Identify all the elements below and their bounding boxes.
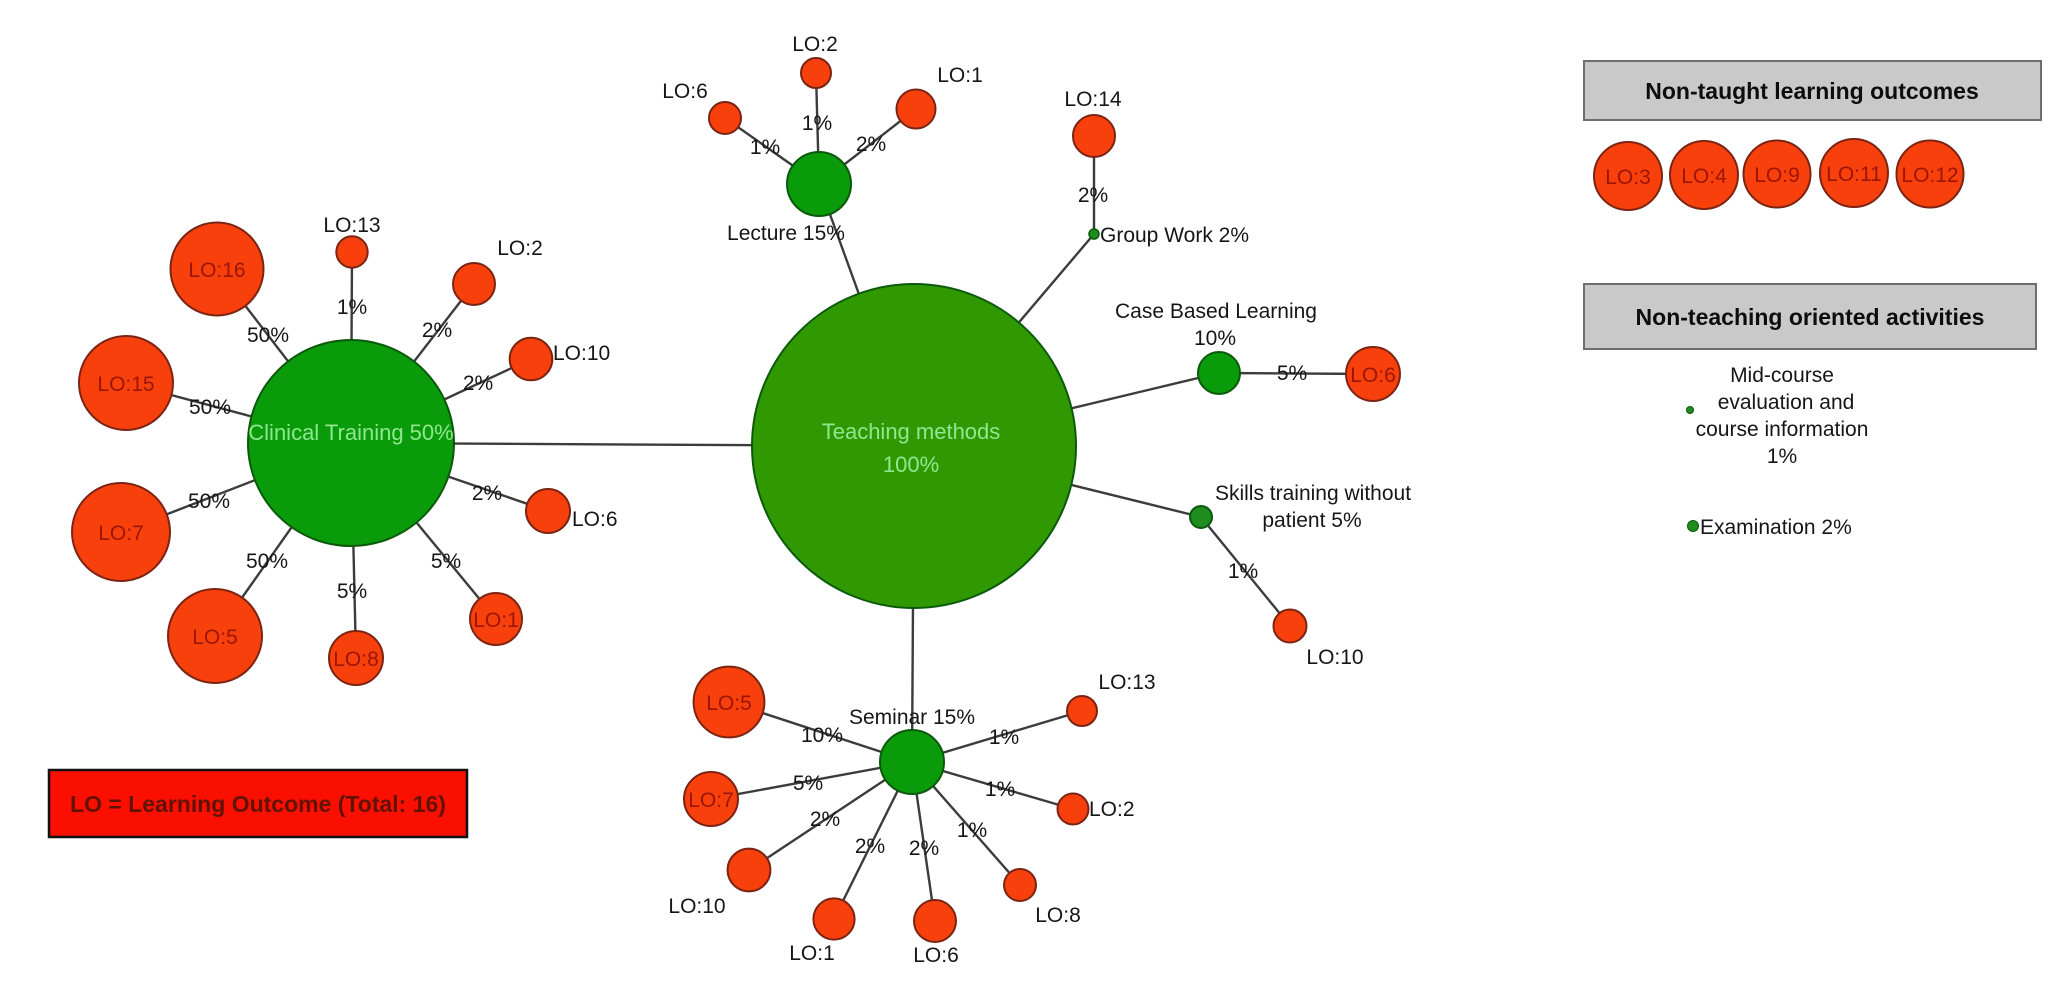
svg-text:LO:5: LO:5 bbox=[706, 692, 752, 715]
svg-text:LO:6: LO:6 bbox=[572, 508, 618, 531]
svg-text:Non-teaching oriented activiti: Non-teaching oriented activities bbox=[1636, 304, 1985, 330]
svg-text:Clinical Training 50%: Clinical Training 50% bbox=[248, 420, 453, 445]
svg-text:1%: 1% bbox=[985, 778, 1015, 801]
svg-text:1%: 1% bbox=[989, 726, 1019, 749]
svg-text:LO:5: LO:5 bbox=[192, 626, 238, 649]
svg-text:10%: 10% bbox=[801, 724, 843, 747]
svg-text:LO:1: LO:1 bbox=[473, 609, 519, 632]
svg-text:Non-taught learning outcomes: Non-taught learning outcomes bbox=[1645, 78, 1979, 104]
svg-text:1%: 1% bbox=[1767, 445, 1797, 468]
svg-text:2%: 2% bbox=[422, 319, 452, 342]
svg-text:LO:2: LO:2 bbox=[1089, 798, 1135, 821]
svg-text:50%: 50% bbox=[189, 396, 231, 419]
svg-text:LO:1: LO:1 bbox=[789, 942, 835, 965]
svg-text:LO:8: LO:8 bbox=[333, 648, 379, 671]
svg-text:1%: 1% bbox=[957, 819, 987, 842]
svg-text:Mid-course: Mid-course bbox=[1730, 364, 1834, 387]
svg-text:LO:8: LO:8 bbox=[1035, 904, 1081, 927]
svg-text:LO:3: LO:3 bbox=[1605, 166, 1651, 189]
svg-text:50%: 50% bbox=[246, 550, 288, 573]
svg-text:evaluation and: evaluation and bbox=[1718, 391, 1855, 414]
svg-text:LO:11: LO:11 bbox=[1826, 163, 1882, 186]
svg-text:1%: 1% bbox=[750, 136, 780, 159]
svg-text:LO:4: LO:4 bbox=[1681, 165, 1727, 188]
svg-text:Examination 2%: Examination 2% bbox=[1700, 516, 1852, 539]
svg-text:1%: 1% bbox=[802, 112, 832, 135]
svg-text:LO:7: LO:7 bbox=[688, 789, 734, 812]
svg-text:LO:6: LO:6 bbox=[913, 944, 959, 967]
svg-text:Case Based Learning: Case Based Learning bbox=[1115, 300, 1317, 323]
svg-text:100%: 100% bbox=[883, 452, 939, 477]
svg-text:LO:14: LO:14 bbox=[1064, 88, 1122, 111]
svg-text:patient 5%: patient 5% bbox=[1262, 509, 1361, 532]
svg-text:Skills training without: Skills training without bbox=[1215, 482, 1411, 505]
svg-text:5%: 5% bbox=[431, 550, 461, 573]
svg-text:1%: 1% bbox=[1228, 560, 1258, 583]
svg-text:5%: 5% bbox=[793, 772, 823, 795]
svg-text:1%: 1% bbox=[337, 296, 367, 319]
svg-text:LO:10: LO:10 bbox=[668, 895, 725, 918]
svg-text:Lecture 15%: Lecture 15% bbox=[727, 222, 845, 245]
svg-text:LO = Learning Outcome (Total:: LO = Learning Outcome (Total: 16) bbox=[70, 791, 446, 817]
svg-text:LO:2: LO:2 bbox=[497, 237, 543, 260]
svg-text:50%: 50% bbox=[247, 324, 289, 347]
svg-text:LO:6: LO:6 bbox=[662, 80, 708, 103]
svg-text:course information: course information bbox=[1696, 418, 1869, 441]
svg-text:LO:16: LO:16 bbox=[188, 259, 245, 282]
svg-text:2%: 2% bbox=[463, 372, 493, 395]
svg-text:LO:7: LO:7 bbox=[98, 522, 144, 545]
svg-text:50%: 50% bbox=[188, 490, 230, 513]
svg-text:Teaching methods: Teaching methods bbox=[822, 419, 1001, 444]
svg-text:2%: 2% bbox=[855, 835, 885, 858]
svg-text:LO:12: LO:12 bbox=[1901, 164, 1958, 187]
svg-text:LO:2: LO:2 bbox=[792, 33, 838, 56]
svg-text:LO:1: LO:1 bbox=[937, 64, 983, 87]
svg-text:2%: 2% bbox=[1078, 184, 1108, 207]
svg-text:2%: 2% bbox=[909, 837, 939, 860]
svg-text:Seminar 15%: Seminar 15% bbox=[849, 706, 975, 729]
svg-text:Group Work 2%: Group Work 2% bbox=[1100, 224, 1249, 247]
svg-text:2%: 2% bbox=[810, 808, 840, 831]
svg-text:2%: 2% bbox=[856, 133, 886, 156]
svg-text:LO:9: LO:9 bbox=[1754, 164, 1800, 187]
svg-text:LO:13: LO:13 bbox=[323, 214, 380, 237]
svg-text:LO:15: LO:15 bbox=[97, 373, 154, 396]
svg-text:10%: 10% bbox=[1194, 327, 1236, 350]
svg-text:LO:10: LO:10 bbox=[553, 342, 610, 365]
svg-text:5%: 5% bbox=[1277, 362, 1307, 385]
svg-text:LO:6: LO:6 bbox=[1350, 364, 1396, 387]
svg-text:LO:13: LO:13 bbox=[1098, 671, 1155, 694]
svg-text:5%: 5% bbox=[337, 580, 367, 603]
svg-text:2%: 2% bbox=[472, 482, 502, 505]
svg-text:LO:10: LO:10 bbox=[1306, 646, 1363, 669]
